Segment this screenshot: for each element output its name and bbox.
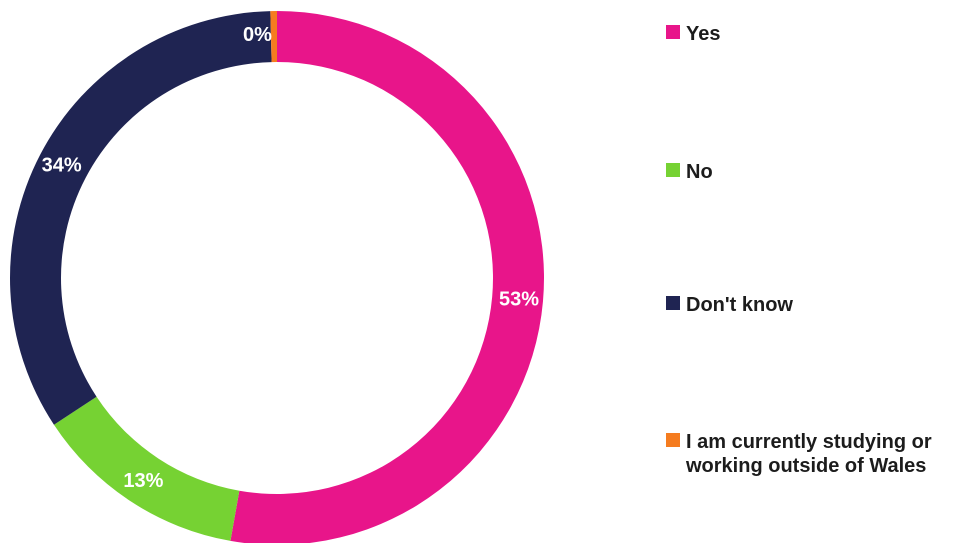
slice-no [53, 396, 240, 541]
slice-labels: 53% 13% 34% 0% [42, 24, 540, 492]
legend-item-yes: Yes [666, 22, 976, 46]
legend-label-dont-know: Don't know [686, 294, 793, 316]
slice-label-no: 13% [123, 470, 163, 492]
legend-item-outside-wales: I am currently studying or working outsi… [666, 430, 976, 478]
slice-yes [230, 11, 544, 543]
legend-swatch-dont-know [666, 296, 680, 310]
legend-item-no: No [666, 160, 976, 184]
slice-label-dont-know: 34% [42, 154, 82, 176]
legend: Yes No Don't know I am currently studyin… [666, 0, 976, 543]
donut-slices [10, 11, 544, 543]
legend-swatch-outside-wales [666, 433, 680, 447]
legend-label-yes: Yes [686, 23, 721, 45]
slice-label-outside-wales: 0% [243, 24, 272, 46]
donut-chart: 53% 13% 34% 0% [10, 11, 544, 543]
legend-swatch-no [666, 163, 680, 177]
legend-item-dont-know: Don't know [666, 293, 976, 317]
legend-label-outside-wales: I am currently studying or working outsi… [686, 431, 932, 477]
slice-label-yes: 53% [499, 288, 539, 310]
slice-dont-know [10, 11, 272, 425]
legend-swatch-yes [666, 25, 680, 39]
legend-label-no: No [686, 161, 713, 183]
slice-outside-wales [270, 11, 277, 63]
